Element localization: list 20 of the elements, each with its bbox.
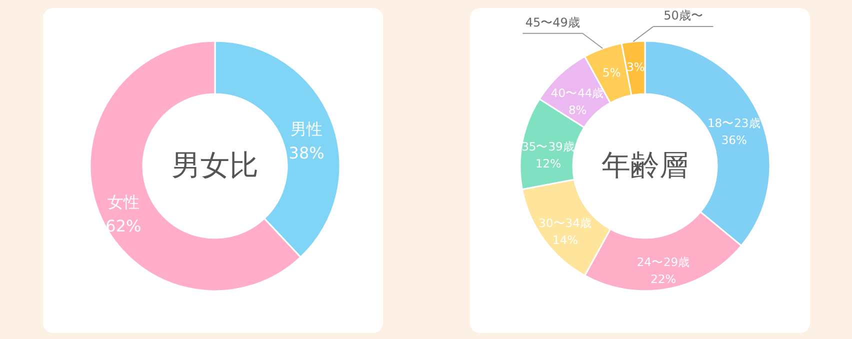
data-label: 5% <box>602 65 621 80</box>
slice-label: 30〜34歳 <box>538 216 592 230</box>
data-label: 38% <box>288 144 324 163</box>
slice-label: 男性 <box>290 120 323 139</box>
data-label: 14% <box>552 232 578 247</box>
data-label: 8% <box>568 103 587 118</box>
data-label: 36% <box>721 133 747 148</box>
slice-label: 18〜23歳 <box>707 116 761 130</box>
text: 年齢層 <box>602 148 688 182</box>
slice-label: 50歳〜 <box>664 8 703 23</box>
slice-label: 女性 <box>107 192 140 212</box>
data-label: 62% <box>106 216 142 236</box>
text: 男女比 <box>172 148 258 182</box>
data-label: 12% <box>535 156 562 171</box>
slice-label: 45〜49歳 <box>525 15 580 30</box>
data-label: 3% <box>626 60 645 74</box>
slice-label: 35〜39歳 <box>522 140 575 154</box>
data-label: 22% <box>650 272 676 286</box>
slice-label: 24〜29歳 <box>636 254 690 269</box>
slice-label: 40〜44歳 <box>550 86 604 100</box>
